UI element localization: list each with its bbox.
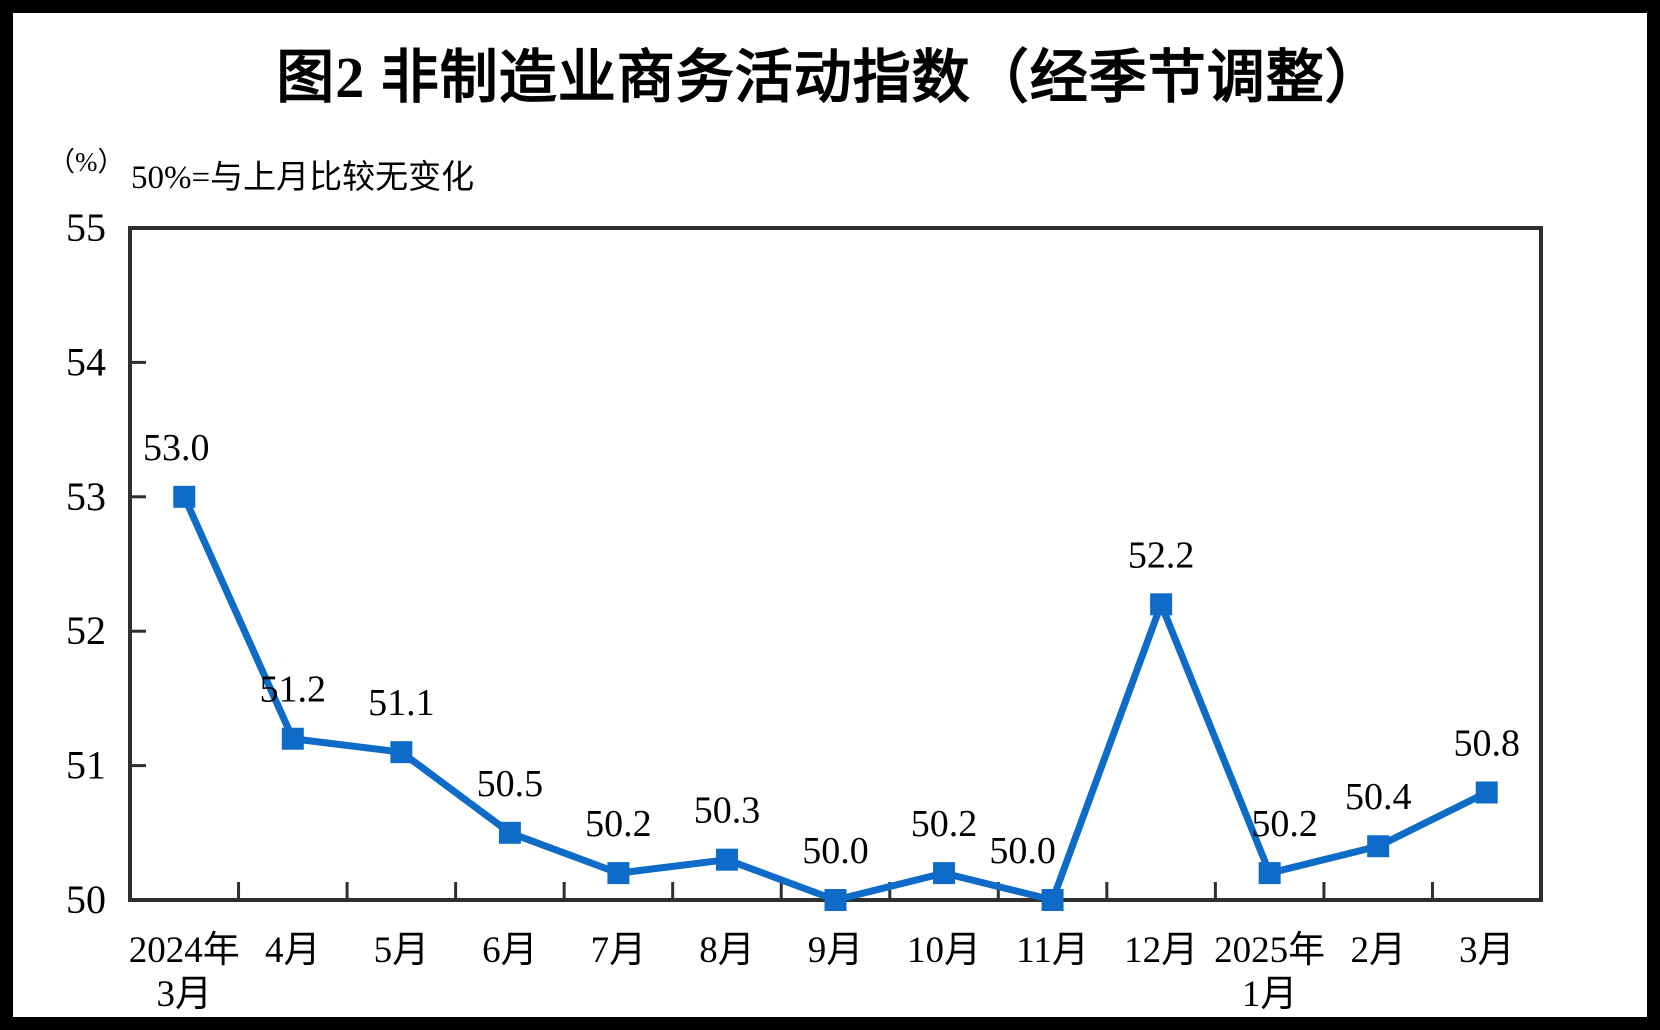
x-axis-label: 2月 bbox=[1350, 930, 1406, 971]
y-axis-label: 54 bbox=[66, 339, 106, 384]
data-point-marker bbox=[1475, 781, 1498, 804]
x-axis-label: 6月 bbox=[482, 930, 538, 971]
data-point-marker bbox=[1150, 593, 1173, 616]
x-axis-label: 3月 bbox=[157, 974, 213, 1015]
data-point-marker bbox=[173, 485, 196, 508]
x-axis-label: 5月 bbox=[374, 930, 430, 971]
data-point-label: 50.2 bbox=[585, 803, 652, 845]
y-axis-label: 50 bbox=[66, 877, 106, 922]
data-point-label: 53.0 bbox=[143, 427, 210, 469]
data-point-label: 50.2 bbox=[1251, 803, 1318, 845]
data-point-label: 50.3 bbox=[694, 790, 761, 832]
data-point-marker bbox=[824, 889, 847, 911]
x-axis-label: 7月 bbox=[591, 930, 647, 971]
data-point-label: 50.2 bbox=[911, 803, 978, 845]
data-point-label: 50.0 bbox=[989, 830, 1056, 872]
data-point-marker bbox=[607, 862, 630, 885]
x-axis-label: 4月 bbox=[265, 930, 321, 971]
data-point-marker bbox=[281, 727, 304, 750]
y-axis-label: 51 bbox=[66, 743, 106, 788]
data-point-marker bbox=[1367, 835, 1390, 858]
x-axis-label: 8月 bbox=[699, 930, 755, 971]
y-axis-unit-label: （%） bbox=[48, 147, 125, 177]
data-point-marker bbox=[1041, 889, 1064, 911]
x-axis-label: 3月 bbox=[1459, 930, 1515, 971]
x-axis-label: 2024年 bbox=[129, 929, 240, 971]
data-point-label: 51.1 bbox=[368, 682, 435, 724]
x-axis-label: 9月 bbox=[808, 930, 864, 971]
x-axis-label: 11月 bbox=[1016, 930, 1089, 971]
data-point-label: 50.5 bbox=[477, 763, 544, 805]
data-point-marker bbox=[1258, 862, 1281, 885]
data-point-marker bbox=[933, 862, 956, 885]
x-axis-label: 1月 bbox=[1242, 974, 1298, 1015]
data-point-marker bbox=[498, 821, 521, 844]
data-point-label: 51.2 bbox=[260, 669, 327, 711]
data-point-label: 50.4 bbox=[1345, 776, 1412, 818]
plot-border bbox=[128, 226, 1543, 902]
x-axis-label: 2025年 bbox=[1214, 929, 1325, 971]
y-axis-label: 55 bbox=[66, 205, 106, 250]
y-axis-label: 53 bbox=[66, 474, 106, 519]
data-point-label: 50.0 bbox=[802, 830, 869, 872]
data-point-label: 50.8 bbox=[1453, 722, 1520, 764]
data-point-marker bbox=[390, 741, 413, 764]
y-axis-label: 52 bbox=[66, 608, 106, 653]
chart-note: 50%=与上月比较无变化 bbox=[131, 160, 475, 196]
x-axis-label: 12月 bbox=[1124, 930, 1198, 971]
data-point-marker bbox=[715, 848, 738, 871]
chart-title: 图2 非制造业商务活动指数（经季节调整） bbox=[276, 45, 1384, 110]
data-point-label: 52.2 bbox=[1128, 534, 1195, 576]
x-axis-label: 10月 bbox=[907, 930, 981, 971]
